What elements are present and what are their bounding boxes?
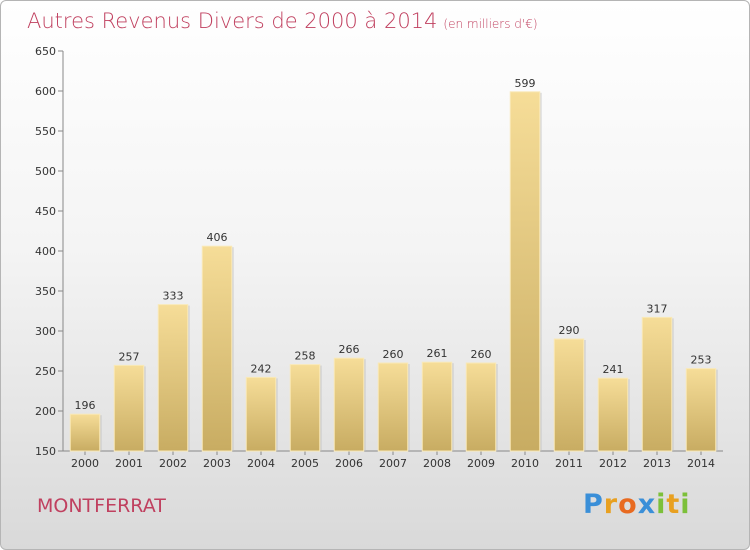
- title-text: Autres Revenus Divers de 2000 à 2014: [27, 9, 438, 33]
- x-tick-label: 2005: [291, 457, 319, 470]
- bar: [377, 362, 409, 452]
- data-label: 242: [251, 362, 272, 375]
- y-tick-label: 400: [35, 245, 56, 258]
- city-name: MONTFERRAT: [37, 495, 166, 517]
- data-label: 290: [559, 324, 580, 337]
- x-tick-label: 2013: [643, 457, 671, 470]
- bar: [157, 304, 189, 452]
- data-label: 406: [207, 231, 228, 244]
- x-tick-label: 2006: [335, 457, 363, 470]
- bar: [597, 377, 629, 452]
- data-label: 253: [691, 354, 712, 367]
- bars: [69, 91, 718, 452]
- x-tick-label: 2008: [423, 457, 451, 470]
- bar: [641, 316, 673, 452]
- proxiti-logo[interactable]: Proxiti: [583, 489, 691, 520]
- y-tick-label: 300: [35, 325, 56, 338]
- x-tick-label: 2014: [687, 457, 715, 470]
- title-unit: (en milliers d'€): [443, 17, 538, 31]
- axes: 150 200 250 300 350 400 450 500 550 600 650 2000 200…: [35, 45, 723, 470]
- y-tick-label: 200: [35, 405, 56, 418]
- x-tick-label: 2009: [467, 457, 495, 470]
- logo-letter: i: [680, 489, 691, 520]
- logo-letter: x: [637, 489, 657, 520]
- bar: [465, 362, 497, 452]
- x-tick-label: 2000: [71, 457, 99, 470]
- y-tick-label: 600: [35, 85, 56, 98]
- logo-letter: r: [603, 489, 619, 520]
- logo-letter: i: [656, 489, 667, 520]
- data-label: 258: [295, 350, 316, 363]
- y-tick-label: 250: [35, 365, 56, 378]
- x-tick-label: 2012: [599, 457, 627, 470]
- data-label: 260: [383, 348, 404, 361]
- x-tick-label: 2004: [247, 457, 275, 470]
- bar: [333, 357, 365, 452]
- y-tick-label: 550: [35, 125, 56, 138]
- bar: [69, 413, 101, 452]
- y-tick-label: 500: [35, 165, 56, 178]
- bar: [113, 364, 145, 452]
- data-label: 599: [515, 77, 536, 90]
- bar: [289, 364, 321, 452]
- x-tick-label: 2010: [511, 457, 539, 470]
- logo-letter: P: [583, 489, 604, 520]
- bar: [553, 338, 585, 452]
- bar: [509, 91, 541, 452]
- data-label: 266: [339, 343, 360, 356]
- data-label: 257: [119, 350, 140, 363]
- chart-title: Autres Revenus Divers de 2000 à 2014 (en …: [27, 9, 538, 33]
- bar: [685, 368, 717, 452]
- logo-letter: t: [666, 489, 681, 520]
- data-label: 260: [471, 348, 492, 361]
- y-tick-label: 150: [35, 445, 56, 458]
- data-label: 241: [603, 363, 624, 376]
- x-tick-label: 2011: [555, 457, 583, 470]
- y-tick-label: 450: [35, 205, 56, 218]
- x-tick-label: 2001: [115, 457, 143, 470]
- data-labels: 196 257 333 406 242 258 266 260 261 260 599 290 241 3…: [75, 77, 712, 412]
- data-label: 196: [75, 399, 96, 412]
- data-label: 261: [427, 347, 448, 360]
- y-tick-label: 650: [35, 45, 56, 58]
- bar: [201, 245, 233, 452]
- x-tick-label: 2007: [379, 457, 407, 470]
- data-label: 317: [647, 302, 668, 315]
- x-tick-label: 2002: [159, 457, 187, 470]
- data-label: 333: [163, 290, 184, 303]
- bar: [245, 376, 277, 452]
- x-tick-label: 2003: [203, 457, 231, 470]
- logo-letter: o: [618, 489, 638, 520]
- bar: [421, 361, 453, 452]
- y-tick-label: 350: [35, 285, 56, 298]
